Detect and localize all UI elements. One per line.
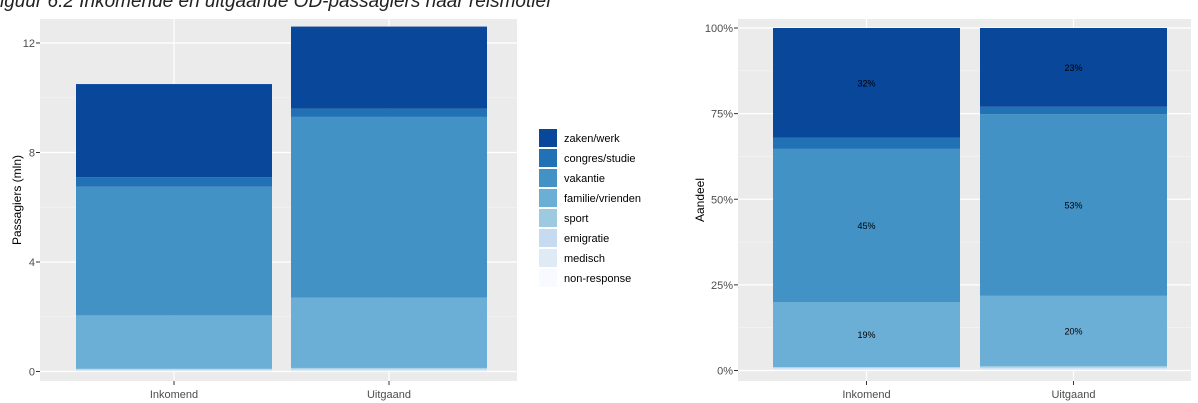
- bar-segment: [773, 368, 960, 370]
- bar-segment: [76, 368, 272, 370]
- bar-segment: [980, 369, 1167, 371]
- data-label: 32%: [857, 78, 875, 88]
- legend-swatch: [539, 229, 557, 247]
- y-tick-label: 100%: [705, 23, 733, 35]
- data-label: 19%: [857, 330, 875, 340]
- legend-label: zaken/werk: [564, 133, 620, 145]
- legend-label: non-response: [564, 273, 631, 285]
- bar-segment: [980, 367, 1167, 369]
- y-tick-label: 4: [29, 257, 35, 269]
- bar-segment: [291, 297, 487, 368]
- bar-segment: [76, 177, 272, 187]
- legend-swatch: [539, 169, 557, 187]
- legend-swatch: [539, 149, 557, 167]
- bar-segment: [773, 367, 960, 369]
- bar-segment: [291, 368, 487, 370]
- y-tick-label: 25%: [711, 280, 733, 292]
- legend-label: vakantie: [564, 173, 605, 185]
- data-label: 53%: [1064, 201, 1082, 211]
- y-tick-label: 12: [23, 38, 35, 50]
- y-axis-title: Aandeel: [693, 178, 707, 222]
- data-label: 23%: [1064, 63, 1082, 73]
- legend-label: sport: [564, 213, 588, 225]
- y-axis-title: Passagiers (mln): [10, 155, 24, 245]
- y-tick-label: 50%: [711, 194, 733, 206]
- legend-swatch: [539, 189, 557, 207]
- bar-segment: [291, 108, 487, 117]
- bar-segment: [773, 28, 960, 138]
- bar-segment: [291, 26, 487, 109]
- bar-segment: [980, 114, 1167, 296]
- y-tick-label: 0%: [717, 366, 733, 378]
- y-tick-label: 75%: [711, 109, 733, 121]
- bar-segment: [773, 137, 960, 149]
- y-tick-label: 0: [29, 367, 35, 379]
- bar-segment: [76, 84, 272, 178]
- y-tick-label: 8: [29, 148, 35, 160]
- bar-segment: [773, 148, 960, 302]
- bar-segment: [76, 186, 272, 316]
- legend-label: medisch: [564, 253, 605, 265]
- legend-label: emigratie: [564, 233, 609, 245]
- data-label: 20%: [1064, 326, 1082, 336]
- x-tick-label: Inkomend: [150, 389, 198, 401]
- legend: zaken/werk congres/studie vakantie familie/…: [539, 129, 641, 287]
- x-tick-label: Uitgaand: [1051, 389, 1095, 401]
- bar-segment: [773, 369, 960, 371]
- bar-segment: [980, 295, 1167, 367]
- bar-segment: [980, 366, 1167, 368]
- bar-segment: [76, 369, 272, 371]
- bar-segment: [291, 367, 487, 369]
- legend-swatch: [539, 269, 557, 287]
- chart-share-passengers: 19% 20% 45% 53% 32% 23% 0% 25% 50% 75% 100% Inkomen…: [693, 19, 1191, 401]
- legend-swatch: [539, 209, 557, 227]
- x-tick-label: Inkomend: [842, 389, 890, 401]
- bar-segment: [76, 315, 272, 369]
- figure-caption: iguur 6.2 Inkomende en uitgaande OD-pass…: [0, 0, 552, 12]
- legend-swatch: [539, 129, 557, 147]
- legend-label: congres/studie: [564, 153, 636, 165]
- bar-segment: [980, 106, 1167, 115]
- legend-label: familie/vrienden: [564, 193, 641, 205]
- bar-segment: [76, 370, 272, 372]
- bar-segment: [980, 28, 1167, 107]
- bar-segment: [291, 116, 487, 298]
- bar-segment: [773, 302, 960, 368]
- x-tick-label: Uitgaand: [367, 389, 411, 401]
- bar-segment: [291, 369, 487, 372]
- bar-segment: [980, 368, 1167, 370]
- data-label: 45%: [857, 221, 875, 231]
- legend-swatch: [539, 249, 557, 267]
- chart-absolute-passengers: 0 4 8 12 Inkomend Uitgaand Passagiers (mln): [10, 19, 517, 401]
